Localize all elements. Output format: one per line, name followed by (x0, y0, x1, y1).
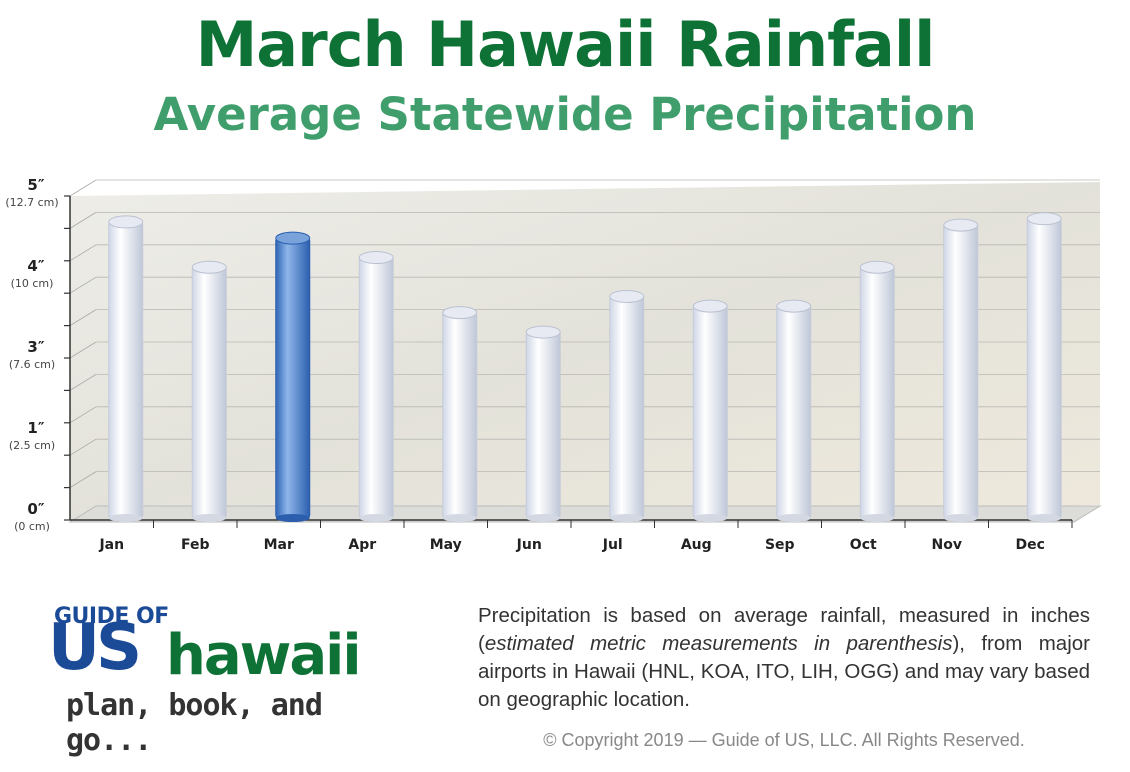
bar-base (359, 514, 394, 522)
gridline-diagonal (69, 341, 97, 359)
bar-nov (943, 218, 979, 522)
y-tick-sublabel: (12.7 cm) (5, 196, 58, 209)
logo-tagline: plan, book, and go... (66, 688, 323, 758)
y-tick-label: 1″ (27, 419, 44, 437)
bar-body (275, 237, 311, 519)
bar-cap (191, 260, 227, 274)
bar-body (609, 295, 645, 519)
y-tick-labels: 5″ (12.7 cm) 4″ (10 cm) 3″ (7.6 cm) 1″ (2.5 cm)… (5, 176, 58, 533)
precipitation-note: Precipitation is based on average rainfa… (478, 602, 1090, 714)
gridline-diagonal (69, 179, 97, 197)
x-tick-label: Aug (681, 537, 712, 553)
logo-us-text: US (48, 611, 142, 685)
gridline-diagonal (69, 309, 97, 326)
y-tick-sublabel: (0 cm) (14, 520, 50, 533)
bar-base (693, 514, 728, 522)
bar-body (776, 305, 812, 519)
x-tick-label: Feb (181, 537, 210, 553)
note-italic: estimated metric measurements in parenth… (484, 632, 953, 655)
gridline-diagonal (69, 374, 97, 391)
bar-feb (191, 260, 227, 522)
y-tick-sublabel: (10 cm) (11, 277, 54, 290)
bar-cap (943, 218, 979, 232)
bar-base (442, 514, 477, 522)
x-tick-label: Mar (264, 537, 294, 553)
bar-body (859, 266, 895, 519)
bar-base (860, 514, 895, 522)
bar-body (191, 266, 227, 519)
x-tick-label: Nov (932, 537, 962, 553)
bar-cap (859, 260, 895, 274)
x-tick-label: Apr (348, 537, 376, 553)
bar-cap (108, 215, 144, 229)
bar-base (943, 514, 978, 522)
plot-floor (68, 505, 1102, 523)
bar-jan (108, 215, 144, 522)
logo-top-text: GUIDE OF (54, 604, 169, 629)
plot-background (70, 182, 1100, 522)
bars (108, 212, 1062, 522)
bar-body (108, 221, 144, 519)
x-tick-labels: Jan Feb Mar Apr May Jun Jul Aug Sep Oct Nov Dec (98, 520, 1073, 553)
gridline-diagonal (69, 406, 97, 424)
x-tick-label: Sep (765, 537, 795, 553)
guide-of-us-hawaii-logo: GUIDE OF US hawaii plan, book, and go... (48, 600, 418, 758)
bar-dec (1026, 212, 1062, 522)
bar-cap (609, 289, 645, 303)
bar-base (1027, 514, 1062, 522)
bar-cap (442, 306, 478, 320)
bar-cap (525, 325, 561, 339)
bar-base (609, 514, 644, 522)
bar-may (442, 306, 478, 522)
x-tick-label: Dec (1016, 537, 1045, 553)
gridline-diagonal (69, 438, 97, 456)
x-tick-label: Jun (516, 537, 542, 553)
logo-hawaii-text: hawaii (166, 623, 362, 688)
y-tick-sublabel: (2.5 cm) (9, 439, 55, 452)
x-tick-label: May (430, 537, 462, 553)
bar-oct (859, 260, 895, 522)
bar-jul (609, 289, 645, 522)
y-tick-sublabel: (7.6 cm) (9, 358, 55, 371)
bar-body (525, 331, 561, 519)
gridline-diagonal (69, 244, 97, 262)
x-tick-label: Jan (98, 537, 124, 553)
bar-cap (776, 299, 812, 313)
bar-mar (275, 231, 311, 522)
gridline-diagonal (69, 471, 97, 488)
bar-base (108, 514, 143, 522)
chart-subtitle: Average Statewide Precipitation (153, 88, 977, 141)
gridlines (69, 179, 1100, 488)
bar-cap (1026, 212, 1062, 226)
x-tick-label: Oct (850, 537, 877, 553)
bar-body (1026, 218, 1062, 519)
gridline-diagonal (69, 276, 97, 294)
rainfall-bar-chart: 5″ (12.7 cm) 4″ (10 cm) 3″ (7.6 cm) 1″ (2.5 cm)… (5, 176, 1102, 553)
bar-cap (358, 251, 394, 265)
copyright-notice: © Copyright 2019 — Guide of US, LLC. All… (543, 730, 1025, 750)
bar-body (692, 305, 728, 519)
bar-body (442, 312, 478, 519)
x-tick-label: Jul (602, 537, 623, 553)
bar-sep (776, 299, 812, 522)
gridline-diagonal (69, 212, 97, 229)
bar-apr (358, 251, 394, 522)
bar-base (275, 514, 310, 522)
bar-body (358, 257, 394, 519)
bar-base (776, 514, 811, 522)
bar-cap (275, 231, 311, 245)
note-part-2: ), from major airports in Hawaii (HNL, K… (478, 632, 1090, 711)
y-tick-label: 5″ (27, 176, 44, 194)
bar-jun (525, 325, 561, 522)
chart-title: March Hawaii Rainfall (195, 8, 936, 81)
y-tick-label: 3″ (27, 338, 44, 356)
y-tick-label: 4″ (27, 257, 44, 275)
bar-base (526, 514, 561, 522)
bar-body (943, 224, 979, 519)
bar-cap (692, 299, 728, 313)
bar-base (192, 514, 227, 522)
bar-aug (692, 299, 728, 522)
y-tick-label: 0″ (27, 500, 44, 518)
note-part-1: Precipitation is based on average rainfa… (478, 604, 1090, 655)
